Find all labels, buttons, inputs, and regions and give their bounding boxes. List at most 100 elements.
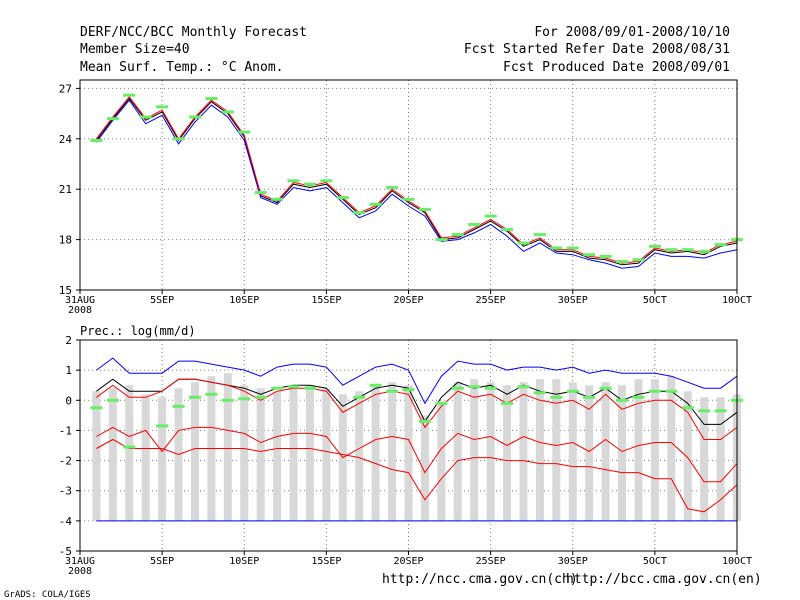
prec-marker	[665, 389, 678, 393]
prec-marker	[681, 406, 694, 410]
url-en-link[interactable]: http://bcc.cma.gov.cn(en)	[566, 572, 762, 587]
prec-spread-bar	[371, 385, 380, 521]
prec-spread-bar	[568, 382, 577, 521]
temp-marker	[353, 211, 366, 215]
temp-xtick-label: 15SEP	[311, 295, 341, 306]
prec-spread-bar	[470, 379, 479, 521]
prec-spread-bar	[388, 382, 397, 521]
prec-ytick-label: -1	[59, 424, 72, 437]
temp-marker	[221, 110, 234, 114]
prec-xtick-label: 10OCT	[722, 556, 752, 567]
temp-marker	[271, 197, 284, 201]
temp-marker	[698, 249, 711, 253]
forecast-period: For 2008/09/01-2008/10/10	[534, 25, 730, 40]
prec-marker	[386, 389, 399, 393]
temp-xtick-label: 31AUG	[65, 295, 95, 306]
temp-ytick-label: 15	[59, 284, 72, 297]
temp-ytick-label: 18	[59, 234, 72, 247]
temp-marker	[550, 246, 563, 250]
temp-marker	[287, 179, 300, 183]
prec-xtick-label: 5OCT	[643, 556, 667, 567]
temp-marker	[583, 253, 596, 257]
prec-spread-bar	[223, 373, 232, 521]
prec-spread-bar	[190, 382, 199, 521]
prec-ytick-label: -4	[59, 515, 73, 528]
temp-marker	[336, 196, 349, 200]
temp-year-label: 2008	[68, 305, 92, 316]
temp-series-red	[96, 95, 738, 264]
temp-marker	[665, 248, 678, 252]
prec-marker	[353, 395, 366, 399]
grads-credit: GrADS: COLA/IGES	[4, 590, 91, 600]
fcst-started-date: Fcst Started Refer Date 2008/08/31	[463, 42, 730, 57]
prec-marker	[599, 386, 612, 390]
prec-marker	[188, 395, 201, 399]
member-size-label: Member Size=40	[80, 42, 190, 57]
temp-marker	[205, 96, 218, 100]
prec-marker	[106, 398, 119, 402]
prec-spread-bar	[700, 397, 709, 521]
temp-marker	[156, 105, 169, 109]
prec-marker	[501, 401, 514, 405]
variable-label: Mean Surf. Temp.: °C Anom.	[80, 60, 284, 75]
temp-marker	[533, 233, 546, 237]
prec-marker	[369, 383, 382, 387]
prec-spread-bar	[158, 397, 167, 521]
prec-spread-bar	[552, 379, 561, 521]
temp-marker	[90, 138, 103, 142]
prec-spread-bar	[355, 391, 364, 521]
prec-spread-bar	[108, 388, 117, 521]
prec-spread-bar	[404, 385, 413, 521]
fcst-produced-date: Fcst Produced Date 2008/09/01	[503, 60, 730, 75]
prec-ytick-label: 1	[65, 364, 72, 377]
temp-marker	[172, 137, 185, 141]
prec-marker	[418, 419, 431, 423]
temp-ytick-label: 21	[59, 183, 72, 196]
prec-marker	[156, 424, 169, 428]
precip-panel-title: Prec.: log(mm/d)	[80, 324, 196, 338]
prec-spread-bar	[92, 391, 101, 521]
prec-spread-bar	[420, 415, 429, 521]
prec-marker	[221, 398, 234, 402]
temp-marker	[451, 233, 464, 237]
prec-spread-bar	[453, 382, 462, 521]
temp-marker	[123, 93, 136, 97]
temp-series-black	[95, 97, 738, 266]
prec-marker	[583, 395, 596, 399]
temp-marker	[139, 115, 152, 119]
prec-marker	[303, 386, 316, 390]
prec-ytick-label: -5	[59, 545, 72, 558]
prec-xtick-label: 30SEP	[558, 556, 588, 567]
prec-marker	[533, 391, 546, 395]
precipitation-panel: -5 -4 -3 -2 -1 0 1 2 31AUG 5SEP 10SEP 15SEP 20SEP 25S…	[59, 334, 752, 577]
prec-marker	[632, 395, 645, 399]
prec-marker	[566, 389, 579, 393]
prec-spread-bar	[289, 385, 298, 521]
prec-marker	[271, 386, 284, 390]
prec-xtick-label: 25SEP	[476, 556, 506, 567]
prec-xtick-label: 20SEP	[393, 556, 423, 567]
temp-marker	[402, 197, 415, 201]
temp-xtick-label: 5OCT	[643, 295, 667, 306]
temp-series-blue	[95, 99, 738, 269]
prec-spread-bar	[716, 397, 725, 521]
prec-spread-bar	[125, 385, 134, 521]
temp-marker	[106, 117, 119, 121]
prec-spread-bar	[437, 403, 446, 521]
temp-marker	[468, 222, 481, 226]
temp-marker	[254, 191, 267, 195]
prec-spread-bar	[650, 379, 659, 521]
prec-ytick-label: -2	[59, 455, 72, 468]
prec-marker	[402, 388, 415, 392]
url-ch-link[interactable]: http://ncc.cma.gov.cn(ch)	[382, 572, 578, 587]
prec-marker	[123, 445, 136, 449]
prec-xtick-label: 31AUG	[65, 556, 95, 567]
prec-ytick-label: 2	[65, 334, 72, 347]
temp-marker	[386, 186, 399, 190]
temp-xtick-label: 30SEP	[558, 295, 588, 306]
prec-marker	[287, 385, 300, 389]
temp-marker	[681, 248, 694, 252]
prec-spread-bar	[519, 382, 528, 521]
prec-marker	[451, 386, 464, 390]
